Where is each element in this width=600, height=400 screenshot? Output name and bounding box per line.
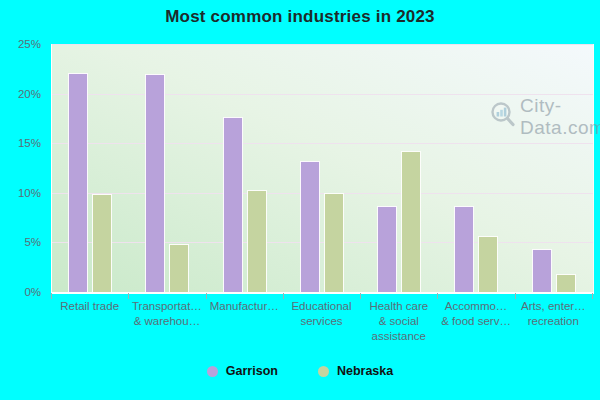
legend-item-garrison: Garrison (207, 364, 278, 378)
gridline (52, 242, 593, 243)
legend: Garrison Nebraska (0, 364, 600, 378)
y-tick-label: 5% (24, 236, 41, 248)
bar-garrison-1 (145, 74, 165, 293)
y-tick-label: 25% (18, 38, 41, 50)
y-tick-label: 0% (24, 286, 41, 298)
x-axis-line (51, 292, 594, 294)
plot-area: City-Data.com (51, 44, 594, 294)
chart-title: Most common industries in 2023 (0, 7, 600, 27)
gridline (52, 193, 593, 194)
bar-garrison-3 (300, 161, 320, 293)
x-axis-category-label: Arts, enter…recreation (503, 299, 600, 329)
bar-garrison-5 (454, 206, 474, 293)
bar-nebraska-0 (92, 194, 112, 293)
legend-label: Nebraska (337, 364, 393, 378)
legend-dot-garrison (207, 366, 218, 377)
legend-label: Garrison (226, 364, 278, 378)
y-tick-label: 20% (18, 88, 41, 100)
city-data-logo-icon (488, 100, 518, 134)
watermark-text: City-Data.com (520, 95, 600, 139)
bar-nebraska-1 (169, 244, 189, 293)
bar-nebraska-6 (556, 274, 576, 293)
gridline (52, 94, 593, 95)
y-tick-label: 10% (18, 187, 41, 199)
x-axis-labels: Retail tradeTransportat…& warehou…Manufa… (51, 299, 592, 351)
gridline (52, 143, 593, 144)
bar-nebraska-3 (324, 193, 344, 293)
bar-garrison-0 (68, 73, 88, 293)
watermark: City-Data.com (488, 95, 600, 139)
bar-garrison-6 (532, 249, 552, 293)
chart-container: Most common industries in 2023 0% 5% 10% 15… (0, 0, 600, 400)
bar-garrison-2 (223, 117, 243, 293)
legend-dot-nebraska (318, 366, 329, 377)
bar-nebraska-2 (247, 190, 267, 293)
bar-garrison-4 (377, 206, 397, 293)
bar-nebraska-5 (478, 236, 498, 293)
gridline (52, 44, 593, 45)
legend-item-nebraska: Nebraska (318, 364, 393, 378)
bar-nebraska-4 (401, 151, 421, 293)
y-axis-labels: 0%5%10%15%20%25% (0, 44, 46, 292)
y-tick-label: 15% (18, 137, 41, 149)
